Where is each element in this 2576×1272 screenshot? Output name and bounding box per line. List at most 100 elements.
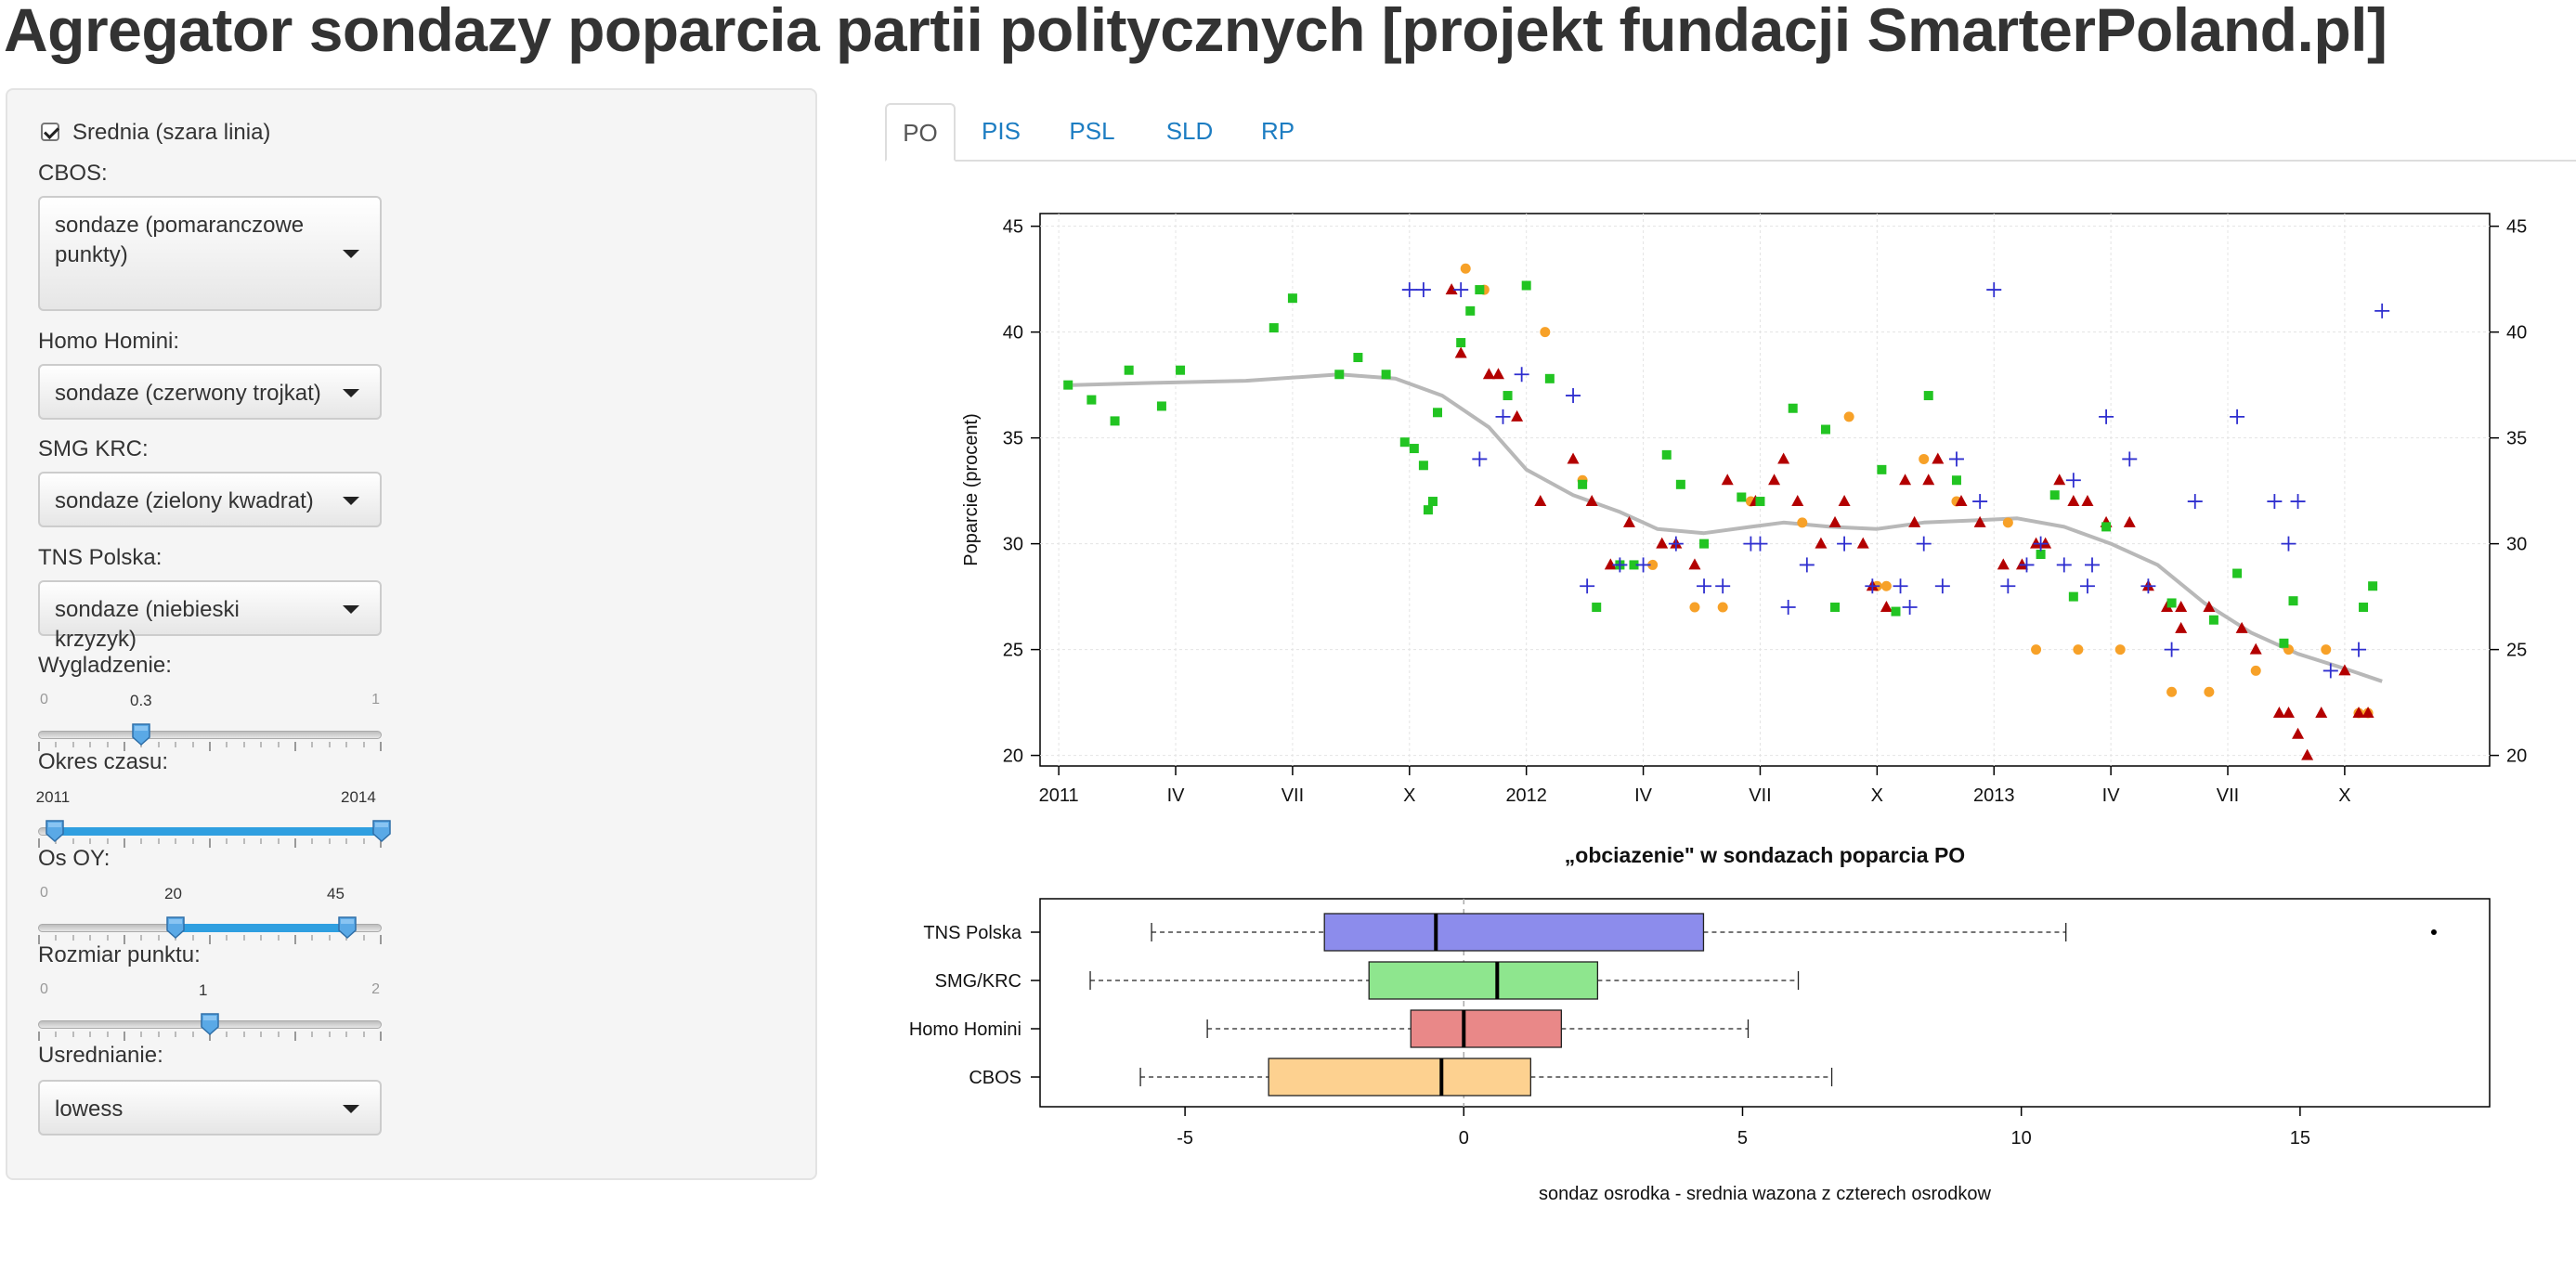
slider-tick: [362, 935, 365, 941]
smoothing-slider[interactable]: 0 1 0.3: [38, 692, 382, 757]
y-axis-slider[interactable]: 0 20 45: [38, 885, 382, 950]
homo-homini-point: [1585, 495, 1598, 507]
cbos-point: [1460, 263, 1471, 274]
smg-krc-point: [2049, 490, 2060, 500]
homo-homini-select[interactable]: sondaze (czerwony trojkat): [38, 364, 382, 420]
slider-tick: [124, 1032, 125, 1041]
y-tick-label-right: 45: [2506, 217, 2527, 238]
smg-krc-point: [1521, 280, 1531, 291]
slider-tick: [157, 742, 160, 747]
boxplot-frame: [1039, 898, 2491, 1108]
homo-homini-point: [1997, 558, 2010, 570]
tab-po[interactable]: PO: [885, 103, 956, 162]
homo-homini-point: [1604, 558, 1617, 570]
smg-krc-point: [1353, 353, 1363, 363]
tab-rp[interactable]: RP: [1260, 117, 1295, 145]
slider-tick: [328, 1032, 331, 1037]
smg-krc-point: [1503, 391, 1513, 401]
party-tabs: PO PIS PSL SLD RP: [885, 103, 2576, 162]
cbos-point: [2031, 644, 2042, 655]
smg-krc-point: [1381, 370, 1391, 380]
smg-krc-point: [1755, 497, 1765, 507]
slider-tick: [277, 935, 280, 941]
cbos-point: [2166, 686, 2178, 697]
smg-krc-point: [1427, 497, 1438, 507]
x-tick-label: 10: [2011, 1128, 2032, 1149]
homo-homini-point: [2338, 664, 2351, 676]
slider-handle-from[interactable]: [166, 916, 185, 939]
x-tick-label: IV: [1634, 785, 1653, 806]
slider-tick: [345, 1032, 348, 1037]
average-checkbox[interactable]: [41, 123, 59, 141]
homo-homini-point: [1791, 495, 1804, 507]
tab-psl[interactable]: PSL: [1069, 117, 1115, 145]
smg-krc-select[interactable]: sondaze (zielony kwadrat): [38, 472, 382, 527]
slider-tick: [294, 742, 296, 751]
slider-tick: [380, 1032, 382, 1041]
slider-handle-to[interactable]: [338, 916, 357, 939]
averaging-select[interactable]: lowess: [38, 1080, 382, 1136]
tns-select[interactable]: sondaze (niebieski krzyzyk): [38, 580, 382, 652]
box-iqr: [1323, 913, 1705, 952]
slider-handle-from[interactable]: [45, 820, 64, 842]
slider-track[interactable]: [38, 731, 382, 739]
slider-to-label: 45: [327, 885, 345, 902]
slider-tick: [277, 742, 280, 747]
slider-value-label: 1: [199, 981, 208, 999]
smg-krc-point: [1675, 479, 1685, 489]
homo-homini-point: [1445, 283, 1458, 295]
slider-tick: [157, 935, 160, 941]
y-axis-label: Os OY:: [38, 846, 111, 871]
slider-handle[interactable]: [132, 723, 150, 746]
homo-homini-point: [1932, 452, 1945, 464]
slider-tick: [175, 742, 177, 747]
y-tick-label-right: 20: [2506, 746, 2527, 767]
smg-krc-point: [2279, 638, 2289, 648]
slider-tick: [242, 742, 245, 747]
cbos-select[interactable]: sondaze (pomaranczowe punkty): [38, 196, 382, 311]
slider-tick: [38, 742, 40, 751]
homo-homini-point: [1491, 368, 1504, 380]
plot-frame: [1039, 213, 2491, 767]
x-tick-label: -5: [1177, 1128, 1193, 1149]
slider-tick: [38, 838, 40, 848]
slider-handle[interactable]: [201, 1013, 219, 1035]
tab-pis[interactable]: PIS: [982, 117, 1021, 145]
cbos-point: [1540, 327, 1551, 338]
slider-tick: [140, 838, 143, 844]
period-slider[interactable]: 2011 2014: [36, 788, 391, 853]
sidebar-panel: Srednia (szara linia) CBOS: sondaze (pom…: [6, 88, 817, 1180]
slider-handle-to[interactable]: [372, 820, 391, 842]
point-size-slider[interactable]: 0 2 1: [38, 981, 382, 1046]
cbos-point: [1880, 580, 1892, 591]
slider-tick: [311, 838, 314, 844]
slider-tick: [209, 1032, 211, 1041]
homo-homini-point: [1838, 495, 1851, 507]
slider-tick: [157, 838, 160, 844]
homo-homini-point: [1721, 474, 1734, 486]
slider-tick: [226, 742, 228, 747]
smg-krc-point: [1951, 475, 1961, 486]
slider-tick: [191, 935, 194, 941]
slider-tick: [362, 838, 365, 844]
homo-homini-point: [2292, 727, 2305, 739]
homo-homini-point: [2053, 474, 2066, 486]
homo-homini-point: [2301, 748, 2314, 760]
y-tick-label: 40: [1003, 323, 1023, 344]
cbos-point: [2250, 665, 2261, 676]
slider-tick: [226, 838, 228, 844]
slider-max-label: 2: [371, 981, 380, 997]
smg-krc-select-value: sondaze (zielony kwadrat): [55, 488, 314, 513]
smg-krc-point: [2359, 603, 2369, 613]
slider-tick: [209, 935, 211, 944]
homo-homini-point: [1511, 409, 1524, 422]
tab-sld[interactable]: SLD: [1165, 117, 1214, 145]
box-category-label: TNS Polska: [923, 923, 1021, 943]
slider-to-label: 2014: [341, 788, 376, 806]
homo-homini-point: [1656, 537, 1669, 549]
slider-tick: [380, 838, 382, 848]
smg-krc-point: [1156, 401, 1166, 411]
smg-krc-point: [1409, 444, 1419, 454]
smg-krc-point: [1418, 461, 1428, 471]
chevron-down-icon: [343, 605, 359, 614]
